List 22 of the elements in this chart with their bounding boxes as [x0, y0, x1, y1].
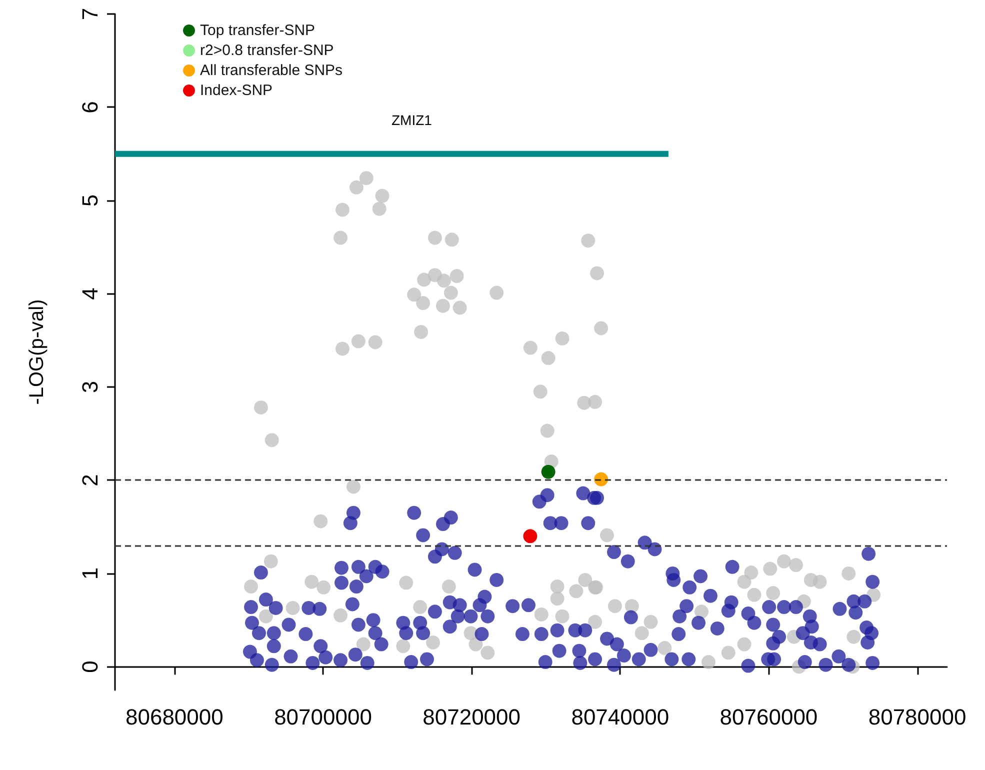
x-tick-label: 80680000 [125, 704, 224, 730]
x-tick-label: 80780000 [868, 704, 966, 730]
legend-label: Index-SNP [200, 82, 273, 99]
y-axis-title: -LOG(p-val) [26, 299, 48, 405]
y-tick-label: 4 [78, 288, 102, 300]
legend-label: r2>0.8 transfer-SNP [200, 42, 334, 59]
y-tick-label: 7 [78, 8, 102, 20]
point [523, 529, 538, 544]
legend-label: Top transfer-SNP [200, 22, 316, 39]
annotation: ZMIZ1 [391, 112, 432, 128]
x-tick-label: 80760000 [720, 704, 818, 730]
y-tick-label: 3 [78, 380, 102, 394]
y-tick-label: 1 [78, 567, 102, 580]
point [541, 464, 556, 479]
x-tick-label: 80720000 [422, 704, 521, 730]
x-tick-label: 80740000 [571, 704, 670, 730]
y-tick-label: 2 [78, 474, 102, 486]
x-tick-label: 80700000 [274, 704, 372, 730]
y-tick-label: 5 [78, 194, 102, 207]
y-tick-label: 0 [78, 660, 102, 673]
y-tick-label: 6 [78, 101, 102, 114]
legend-label: All transferable SNPs [200, 62, 343, 79]
